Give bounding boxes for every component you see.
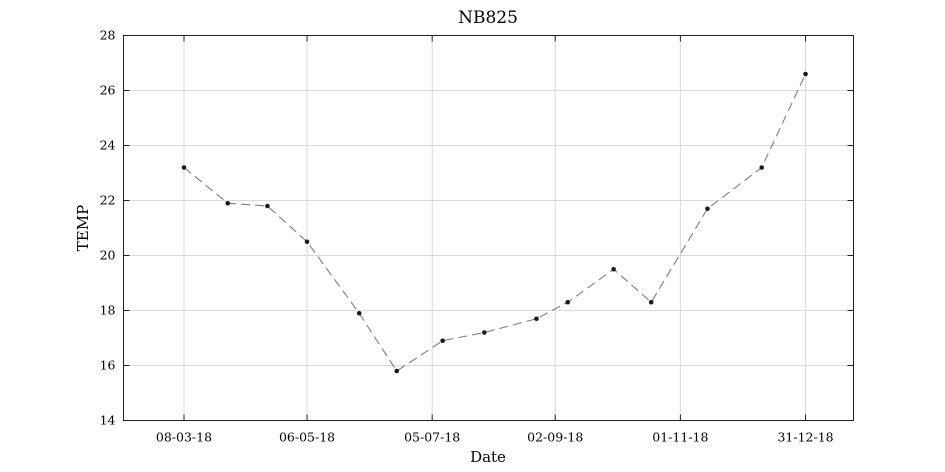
y-tick-label: 22 [100,193,116,208]
data-point [225,200,231,206]
y-tick-label: 20 [100,248,116,263]
y-axis-label: TEMP [74,205,92,251]
x-tick-label: 31-12-18 [777,430,833,445]
data-point [304,239,310,245]
data-point [565,299,571,305]
data-point [394,368,400,374]
y-tick-label: 28 [100,28,116,43]
x-axis-label: Date [470,448,506,466]
data-point [759,165,765,170]
data-point [534,316,539,322]
y-tick-label: 18 [100,303,116,318]
y-tick-label: 14 [100,413,116,428]
x-tick-label: 08-03-18 [156,430,212,445]
data-point [611,266,616,272]
y-tick-label: 16 [100,358,116,373]
x-tick-label: 06-05-18 [279,430,335,445]
chart-title: NB825 [458,8,518,28]
data-point [440,338,445,344]
data-point [803,71,808,77]
data-point [648,299,654,305]
data-point [181,165,187,170]
x-tick-label: 05-07-18 [404,430,460,445]
y-tick-label: 24 [100,138,116,153]
data-point [482,330,487,335]
x-tick-label: 02-09-18 [527,430,583,445]
series [181,71,808,374]
series-line [183,73,807,372]
y-tick-label: 26 [100,83,116,98]
data-point [705,206,710,212]
data-point [265,203,270,209]
plot-frame [123,35,854,421]
data-point [356,310,362,316]
x-tick-label: 01-11-18 [652,430,708,445]
axis-ticks: 14 16 18 20 22 24 26 28 08-03-18 06-05-18 05-07-18… [100,28,854,445]
grid [123,35,854,421]
